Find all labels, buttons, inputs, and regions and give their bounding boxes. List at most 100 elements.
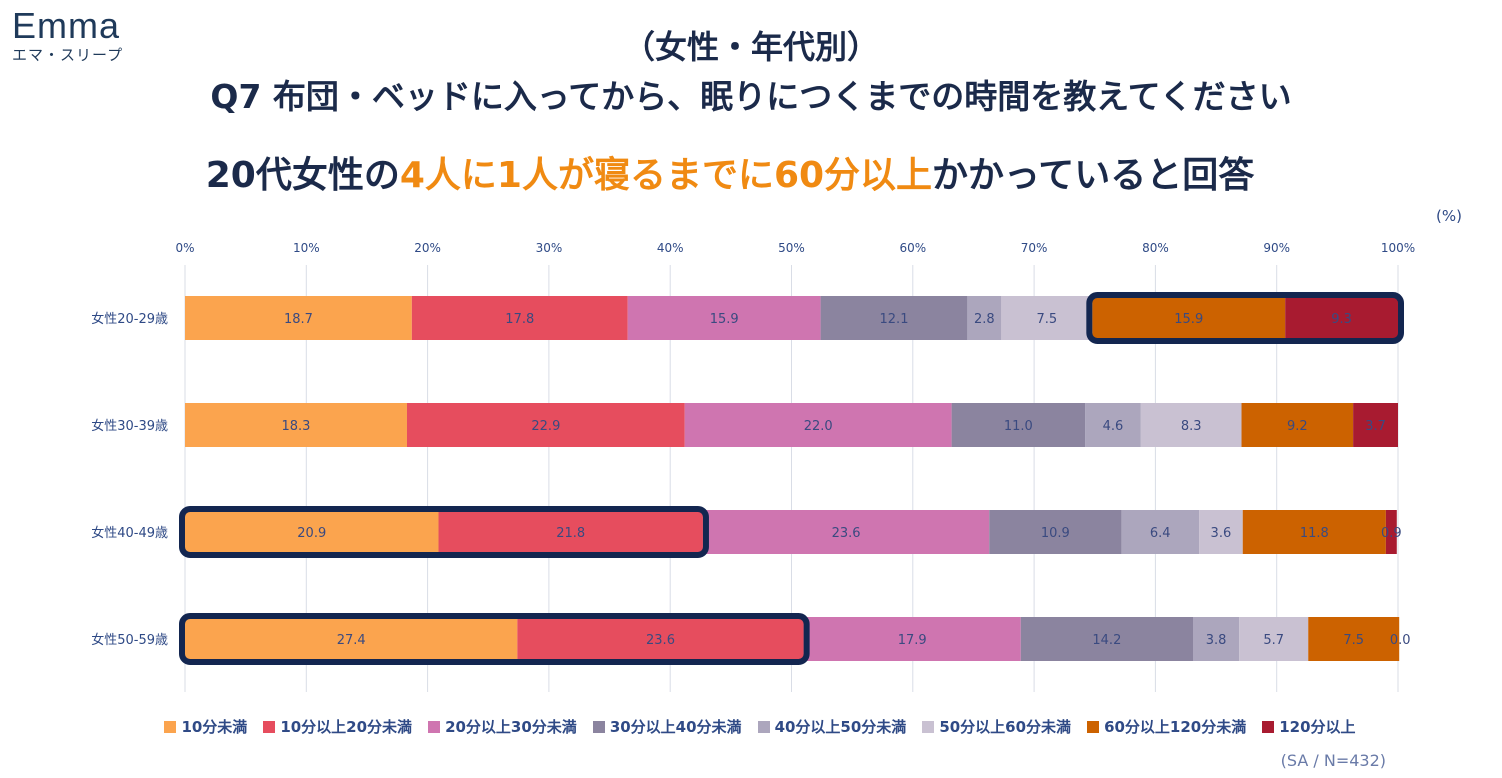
chart-title-question: Q7 布団・ベッドに入ってから、眠りにつくまでの時間を教えてください <box>210 77 1292 116</box>
data-label: 18.7 <box>284 312 313 327</box>
bar-segment <box>185 403 407 447</box>
bar-segment <box>820 296 968 340</box>
legend-swatch <box>428 720 441 733</box>
legend-label: 120分以上 <box>1279 718 1356 736</box>
bar-segment <box>185 510 439 554</box>
data-label: 20.9 <box>297 526 326 541</box>
legend-label: 10分未満 <box>181 718 248 736</box>
legend-item: 120分以上 <box>1262 716 1356 737</box>
data-label: 22.9 <box>531 419 560 434</box>
data-label: 18.3 <box>282 419 311 434</box>
data-label: 21.8 <box>556 526 585 541</box>
data-label: 11.0 <box>1004 419 1033 434</box>
data-label: 27.4 <box>337 633 366 648</box>
legend-swatch <box>164 720 177 733</box>
data-label: 9.2 <box>1287 419 1308 434</box>
data-label: 8.3 <box>1181 419 1202 434</box>
x-tick-label: 30% <box>536 241 563 255</box>
data-label: 5.7 <box>1263 633 1284 648</box>
bar-segment <box>1241 403 1354 447</box>
x-tick-label: 90% <box>1263 241 1290 255</box>
bar-segment <box>1193 617 1240 661</box>
data-label: 23.6 <box>646 633 675 648</box>
bar-segment <box>1140 403 1242 447</box>
data-label: 0.9 <box>1381 526 1402 541</box>
data-label: 7.5 <box>1036 312 1057 327</box>
bar-segment <box>517 617 804 661</box>
bar-segment <box>803 617 1021 661</box>
sample-note: (SA / N=432) <box>1280 751 1386 770</box>
x-tick-label: 50% <box>778 241 805 255</box>
legend-item: 20分以上30分未満 <box>428 716 577 737</box>
data-label: 15.9 <box>1174 312 1203 327</box>
bar-segment <box>1085 403 1141 447</box>
data-label: 12.1 <box>880 312 909 327</box>
legend-item: 50分以上60分未満 <box>922 716 1071 737</box>
legend-swatch <box>592 720 605 733</box>
bar-segment <box>627 296 821 340</box>
legend-swatch <box>757 720 770 733</box>
headline-highlight: 4人に1人が寝るまでに60分以上 <box>399 155 933 196</box>
bar-segment <box>1239 617 1309 661</box>
data-label: 7.5 <box>1343 633 1364 648</box>
x-tick-label: 10% <box>293 241 320 255</box>
chart-legend: 10分未満 10分以上20分未満 20分以上30分未満 30分以上40分未満 40分以上… <box>150 716 1370 737</box>
headline: 20代女性の4人に1人が寝るまでに60分以上かかっていると回答 <box>0 146 1460 198</box>
bar-segment <box>1242 510 1386 554</box>
bar-segment <box>438 510 703 554</box>
chart-title-segment: （女性・年代別） <box>622 28 879 66</box>
bar-segment <box>1285 296 1398 340</box>
headline-part2: かかっていると回答 <box>932 155 1255 196</box>
data-label: 4.6 <box>1103 419 1124 434</box>
highlight-outline <box>179 506 709 558</box>
bar-segment <box>185 296 412 340</box>
data-label: 22.0 <box>804 419 833 434</box>
logo-subtitle: エマ・スリープ <box>12 46 124 64</box>
legend-label: 60分以上120分未満 <box>1104 718 1247 736</box>
legend-label: 40分以上50分未満 <box>774 718 907 736</box>
bar-segment <box>967 296 1002 340</box>
legend-item: 30分以上40分未満 <box>592 716 742 737</box>
data-label: 17.8 <box>505 312 534 327</box>
x-tick-label: 40% <box>657 241 684 255</box>
legend-swatch <box>1262 720 1275 733</box>
legend-label: 30分以上40分未満 <box>609 718 742 736</box>
x-tick-label: 0% <box>175 241 194 255</box>
logo-wordmark: Emma <box>12 5 121 46</box>
data-label: 15.9 <box>710 312 739 327</box>
legend-item: 10分未満 <box>164 716 247 737</box>
brand-logo: Emma エマ・スリープ <box>12 5 124 65</box>
legend-swatch <box>922 720 935 733</box>
data-label: 3.6 <box>1211 526 1232 541</box>
highlight-outline <box>1086 292 1404 344</box>
bar-segment <box>1121 510 1200 554</box>
unit-label: (%) <box>1436 207 1462 225</box>
bar-segment <box>1199 510 1243 554</box>
data-label: 11.8 <box>1300 526 1329 541</box>
data-label: 0.0 <box>1390 633 1411 648</box>
data-label: 3.7 <box>1365 419 1386 434</box>
category-label: 女性30-39歳 <box>91 418 168 434</box>
x-tick-label: 70% <box>1021 241 1048 255</box>
highlight-outline <box>179 613 810 665</box>
category-label: 女性20-29歳 <box>91 311 168 327</box>
x-tick-label: 100% <box>1381 241 1415 255</box>
data-label: 9.3 <box>1331 312 1352 327</box>
bar-segment <box>411 296 628 340</box>
bar-segment <box>1001 296 1093 340</box>
legend-swatch <box>263 720 276 733</box>
bar-segment <box>1020 617 1194 661</box>
legend-item: 10分以上20分未満 <box>263 716 412 737</box>
legend-swatch <box>1087 720 1100 733</box>
category-label: 女性50-59歳 <box>91 632 168 648</box>
bar-segment <box>1385 510 1397 554</box>
data-label: 10.9 <box>1041 526 1070 541</box>
legend-label: 10分以上20分未満 <box>280 718 413 736</box>
x-tick-label: 20% <box>414 241 441 255</box>
headline-part1: 20代女性の <box>205 155 400 196</box>
legend-item: 40分以上50分未満 <box>757 716 907 737</box>
legend-label: 50分以上60分未満 <box>939 718 1072 736</box>
data-label: 2.8 <box>974 312 995 327</box>
bar-segment <box>1353 403 1398 447</box>
x-tick-label: 60% <box>899 241 926 255</box>
